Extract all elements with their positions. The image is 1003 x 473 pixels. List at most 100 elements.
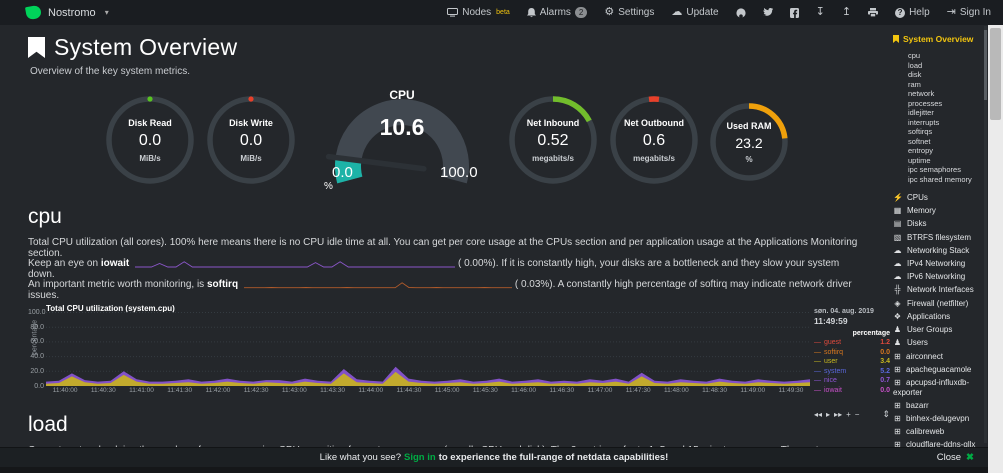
sitemap-icon: ╬ bbox=[894, 285, 901, 295]
banner-text-pre: Like what you see? bbox=[319, 452, 402, 463]
sidebar-item-networking-stack[interactable]: ☁ Networking Stack bbox=[893, 244, 983, 257]
sidebar-subitem-interrupts[interactable]: interrupts bbox=[908, 117, 940, 127]
sidebar-subitem-ipc-shared-memory[interactable]: ipc shared memory bbox=[908, 174, 972, 184]
nodes-button[interactable]: Nodes beta bbox=[447, 7, 510, 18]
sidebar-item-disks[interactable]: ▤ Disks bbox=[893, 217, 983, 230]
sidebar-item-ipv4-networking[interactable]: ☁ IPv4 Networking bbox=[893, 257, 983, 270]
signin-link[interactable]: Sign in bbox=[404, 452, 436, 463]
sidebar-subitem-softnet[interactable]: softnet bbox=[908, 136, 931, 146]
sidebar-item-firewall-netfilter[interactable]: ◈ Firewall (netfilter) bbox=[893, 297, 983, 310]
sidebar-item-applications[interactable]: ❖ Applications bbox=[893, 310, 983, 323]
bell-icon bbox=[526, 7, 536, 17]
banner-close-button[interactable]: Close ✖ bbox=[936, 452, 974, 463]
legend-row-system[interactable]: — system 5.2 bbox=[814, 367, 890, 377]
hostname-menu[interactable]: Nostromo ▾ bbox=[24, 4, 109, 21]
gauge-net-inbound[interactable]: Net Inbound 0.52 megabits/s bbox=[507, 94, 599, 186]
twitter-button[interactable] bbox=[762, 8, 773, 17]
x-tick-label: 11:48:00 bbox=[663, 387, 689, 395]
play-icon[interactable]: ▸ bbox=[826, 410, 831, 420]
cpu-chart[interactable]: Total CPU utilization (system.cpu) perce… bbox=[28, 304, 890, 419]
sidebar-subitem-disk[interactable]: disk bbox=[908, 70, 922, 79]
gauge-disk-write[interactable]: Disk Write 0.0 MiB/s bbox=[205, 94, 297, 186]
sidebar-item-network-interfaces[interactable]: ╬ Network Interfaces bbox=[893, 283, 983, 296]
gauge-needle bbox=[325, 153, 427, 172]
y-tick-label: 80.0 bbox=[30, 323, 44, 331]
sidebar-scrollbar[interactable] bbox=[984, 26, 987, 443]
sidebar-subitem-idlejitter[interactable]: idlejitter bbox=[908, 108, 934, 117]
sidebar-subitem-network[interactable]: network bbox=[908, 89, 935, 98]
settings-button[interactable]: ⚙ Settings bbox=[604, 6, 655, 19]
legend-row-iowait[interactable]: — iowait 0.0 bbox=[814, 386, 890, 396]
folder-icon: ▧ bbox=[893, 232, 902, 242]
cpu-plot-area[interactable] bbox=[46, 312, 810, 387]
page-scrollbar[interactable] bbox=[988, 25, 1003, 473]
legend-row-user[interactable]: — user 3.4 bbox=[814, 357, 890, 367]
signin-button[interactable]: ⇥ Sign In bbox=[946, 6, 991, 19]
sidebar-item-label: Networking Stack bbox=[907, 245, 970, 255]
github-button[interactable] bbox=[736, 7, 746, 18]
zoom-in-icon[interactable]: + bbox=[846, 410, 851, 420]
alarms-button[interactable]: Alarms 2 bbox=[526, 7, 588, 18]
sidebar-item-bazarr[interactable]: ⊞ bazarr bbox=[894, 400, 929, 410]
legend-row-guest[interactable]: — guest 1.2 bbox=[814, 338, 890, 348]
print-button[interactable] bbox=[868, 8, 879, 17]
sidebar-item-airconnect[interactable]: ⊞ airconnect bbox=[894, 351, 943, 361]
sidebar-item-apacheguacamole[interactable]: ⊞ apacheguacamole bbox=[894, 364, 972, 374]
gauge-title: Disk Write bbox=[229, 117, 273, 128]
sidebar-item-users[interactable]: ♟ Users bbox=[893, 336, 983, 349]
sidebar-item-cloudflare-ddns-gllx[interactable]: ⊞ cloudflare-ddns-gllx bbox=[894, 439, 976, 449]
gauge-used-ram[interactable]: Used RAM 23.2 % bbox=[709, 102, 789, 182]
zoom-out-icon[interactable]: − bbox=[854, 410, 860, 420]
sidebar-item-user-groups[interactable]: ♟ User Groups bbox=[893, 323, 983, 336]
pan-forward-icon[interactable]: ▸▸ bbox=[834, 410, 843, 420]
hostname-label: Nostromo bbox=[48, 6, 96, 19]
sidebar-subitem-uptime[interactable]: uptime bbox=[908, 155, 931, 165]
close-icon: ✖ bbox=[966, 452, 974, 463]
sidebar-item-memory[interactable]: ▦ Memory bbox=[893, 204, 983, 217]
gauge-band bbox=[335, 99, 469, 184]
update-button[interactable]: ☁ Update bbox=[671, 6, 719, 19]
help-button[interactable]: ? Help bbox=[895, 7, 930, 18]
grid-icon: ⊞ bbox=[894, 351, 901, 361]
sidebar-subitem-entropy[interactable]: entropy bbox=[908, 146, 934, 155]
sidebar-subitem-processes[interactable]: processes bbox=[908, 98, 943, 108]
export-button[interactable]: ↧ bbox=[816, 7, 825, 18]
sidebar-item-system-overview[interactable]: System Overview bbox=[893, 34, 983, 44]
sidebar-item-ipv6-networking[interactable]: ☁ IPv6 Networking bbox=[893, 270, 983, 283]
banner-text-post: to experience the full-range of netdata … bbox=[438, 452, 669, 463]
facebook-button[interactable] bbox=[789, 7, 799, 18]
legend-series-name: iowait bbox=[824, 386, 842, 394]
pan-backward-icon[interactable]: ◂◂ bbox=[814, 410, 823, 420]
page-scrollbar-thumb[interactable] bbox=[990, 28, 1001, 120]
y-tick-label: 60.0 bbox=[30, 338, 44, 346]
gauge-net-outbound[interactable]: Net Outbound 0.6 megabits/s bbox=[608, 94, 700, 186]
print-icon bbox=[868, 8, 879, 17]
legend-row-nice[interactable]: — nice 0.7 bbox=[814, 376, 890, 386]
sidebar-item-btrfs-filesystem[interactable]: ▧ BTRFS filesystem bbox=[893, 231, 983, 244]
x-tick-label: 11:45:00 bbox=[434, 387, 460, 395]
resize-icon[interactable]: ⇕ bbox=[882, 409, 890, 420]
gauge-arc bbox=[610, 96, 698, 184]
sidebar-item-calibreweb[interactable]: ⊞ calibreweb bbox=[894, 426, 945, 436]
main-content: System Overview Overview of the key syst… bbox=[0, 25, 893, 473]
gauge-max: 100.0 bbox=[440, 164, 478, 181]
legend-row-softirq[interactable]: — softirq 0.0 bbox=[814, 348, 890, 358]
sidebar-scrollbar-thumb[interactable] bbox=[984, 30, 987, 100]
legend-series-name: guest bbox=[824, 339, 842, 347]
legend-swatch: — bbox=[814, 348, 821, 356]
gauge-disk-read[interactable]: Disk Read 0.0 MiB/s bbox=[104, 94, 196, 186]
legend-swatch: — bbox=[814, 358, 821, 366]
import-button[interactable]: ↥ bbox=[842, 7, 851, 18]
sidebar-subitem-ipc-semaphores[interactable]: ipc semaphores bbox=[908, 165, 961, 174]
gauge-cpu[interactable]: CPU 10.6 0.0 100.0 % bbox=[310, 88, 494, 192]
download-icon: ↧ bbox=[815, 6, 825, 18]
sidebar-subitem-softirqs[interactable]: softirqs bbox=[908, 127, 933, 136]
sidebar-item-apcupsd-influxdb-exporter[interactable]: ⊞ apcupsd-influxdb-exporter bbox=[893, 377, 970, 397]
signin-icon: ⇥ bbox=[946, 6, 956, 18]
sidebar-item-cpus[interactable]: ⚡ CPUs bbox=[893, 191, 983, 204]
sidebar-item-binhex-delugevpn[interactable]: ⊞ binhex-delugevpn bbox=[894, 413, 970, 423]
sidebar-subitem-cpu[interactable]: cpu bbox=[908, 51, 921, 60]
x-tick-label: 11:45:30 bbox=[472, 387, 498, 395]
sidebar-subitem-load[interactable]: load bbox=[908, 60, 923, 70]
sidebar-subitem-ram[interactable]: ram bbox=[908, 79, 921, 89]
